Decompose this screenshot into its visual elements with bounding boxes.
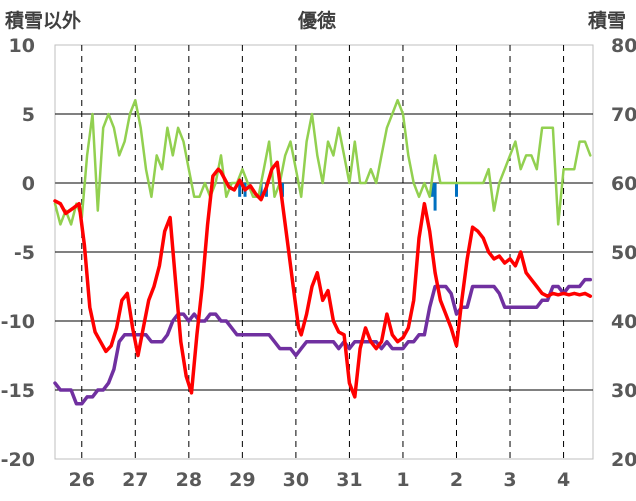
right-tick-label: 50: [611, 242, 636, 264]
x-axis-day-labels: 26 27 28 29 30 31 1 2 3 4: [69, 469, 571, 491]
left-tick-label: -15: [1, 380, 35, 402]
x-tick-label: 1: [396, 469, 409, 491]
right-tick-label: 20: [611, 449, 636, 471]
precipitation-bar: [238, 183, 242, 197]
right-tick-label: 60: [611, 173, 636, 195]
left-tick-label: 5: [22, 104, 35, 126]
chart-title: 優徳: [297, 9, 336, 32]
horizontal-gridlines: [55, 113, 593, 391]
snow-depth-line: [53, 277, 593, 406]
x-tick-label: 3: [503, 469, 516, 491]
x-tick-label: 2: [450, 469, 463, 491]
series-layer: [53, 98, 593, 406]
x-tick-label: 31: [336, 469, 362, 491]
left-tick-label: -20: [1, 449, 35, 471]
left-tick-label: -5: [14, 242, 35, 264]
right-tick-label: 70: [611, 104, 636, 126]
precipitation-bar: [281, 183, 285, 197]
right-axis-title: 積雪: [588, 9, 626, 32]
right-tick-label: 80: [611, 35, 636, 57]
right-tick-label: 30: [611, 380, 636, 402]
wind-line: [53, 98, 592, 226]
precipitation-bar: [430, 183, 434, 197]
left-tick-label: -10: [1, 311, 35, 333]
temperature-line: [53, 160, 593, 399]
x-tick-label: 28: [176, 469, 202, 491]
x-tick-label: 29: [229, 469, 255, 491]
left-tick-label: 0: [22, 173, 35, 195]
right-axis-tick-labels: 80 70 60 50 40 30 20: [611, 35, 636, 471]
x-tick-label: 30: [283, 469, 309, 491]
x-tick-label: 26: [69, 469, 95, 491]
precipitation-bar: [433, 183, 437, 211]
right-tick-label: 40: [611, 311, 636, 333]
x-tick-label: 27: [122, 469, 148, 491]
precipitation-bar: [454, 183, 458, 197]
left-tick-label: 10: [9, 35, 35, 57]
precipitation-bar: [259, 183, 263, 197]
x-tick-label: 4: [557, 469, 570, 491]
left-axis-title: 積雪以外: [5, 9, 81, 32]
left-axis-tick-labels: 10 5 0 -5 -10 -15 -20: [1, 35, 35, 471]
